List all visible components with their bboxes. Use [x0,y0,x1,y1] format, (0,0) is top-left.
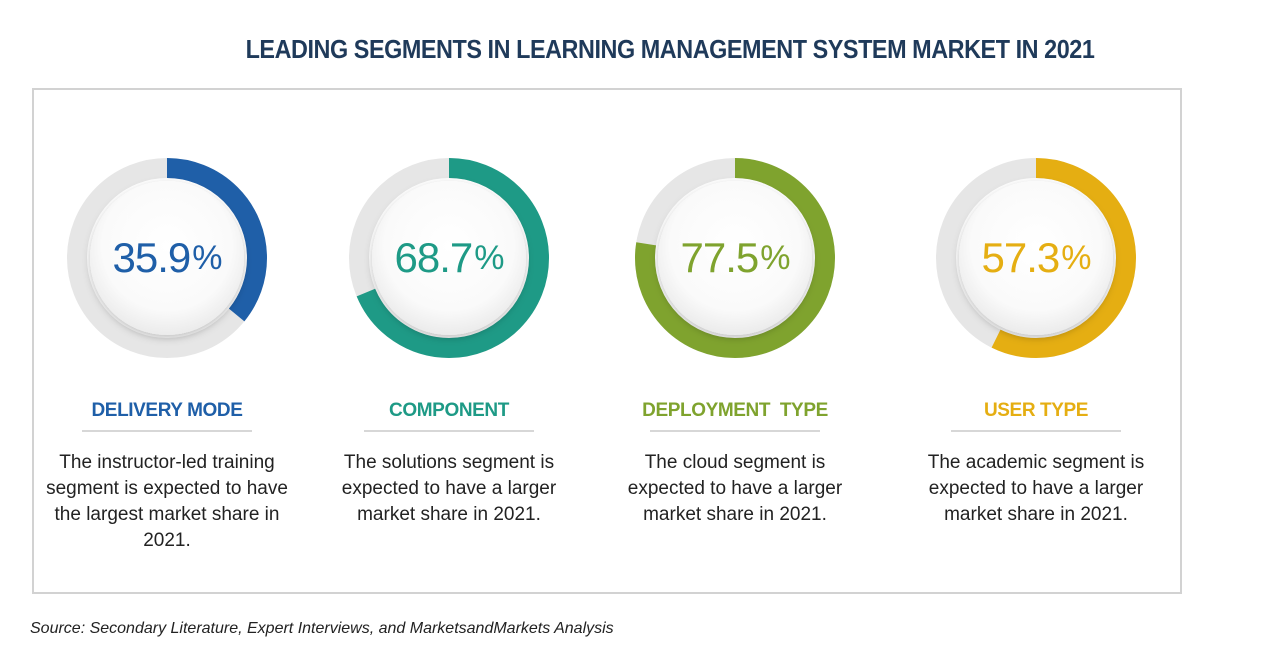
segment-label: DELIVERY MODE [91,400,243,421]
chart-title: LEADING SEGMENTS IN LEARNING MANAGEMENT … [245,34,1095,64]
label-divider [82,430,252,432]
donut-gauge-delivery-mode: 35.9% [57,148,277,368]
donut-gauge-user-type: 57.3% [926,148,1146,368]
donut-gauge-component: 68.7% [339,148,559,368]
label-divider [951,430,1121,432]
donut-value-arc [349,158,549,358]
percentage-number: 57.3 [981,234,1061,281]
percentage-value: 77.5% [625,148,845,368]
percentage-unit: % [192,238,222,277]
percentage-number: 68.7 [394,234,474,281]
percentage-value: 57.3% [926,148,1146,368]
source-note: Source: Secondary Literature, Expert Int… [30,620,614,637]
segment-label: USER TYPE [983,400,1089,421]
segment-description: The solutions segment is expected to hav… [341,452,557,525]
donut-inner-disc [90,181,244,335]
percentage-unit: % [474,238,504,277]
segment-description: The instructor-led training segment is e… [46,452,288,551]
donut-value-arc [635,158,835,358]
donut-value-arc [67,158,267,358]
donut-inner-disc [658,181,812,335]
donut-inner-disc [959,181,1113,335]
label-divider [650,430,820,432]
donut-gauge-deployment-type: 77.5% [625,148,845,368]
percentage-number: 77.5 [680,234,760,281]
donut-svg [67,158,267,358]
percentage-unit: % [1061,238,1091,277]
donut-inner-disc [372,181,526,335]
percentage-number: 35.9 [112,234,192,281]
segment-description: The cloud segment is expected to have a … [627,452,843,525]
segment-label: DEPLOYMENT TYPE [642,400,828,421]
segments-panel: 35.9% DELIVERY MODE The instructor-led t… [32,88,1182,594]
percentage-unit: % [760,238,790,277]
donut-value-arc [936,158,1136,358]
donut-svg [936,158,1136,358]
percentage-value: 68.7% [339,148,559,368]
donut-svg [349,158,549,358]
donut-svg [635,158,835,358]
percentage-value: 35.9% [57,148,277,368]
segment-description: The academic segment is expected to have… [927,452,1145,525]
label-divider [364,430,534,432]
segment-label: COMPONENT [389,400,509,421]
